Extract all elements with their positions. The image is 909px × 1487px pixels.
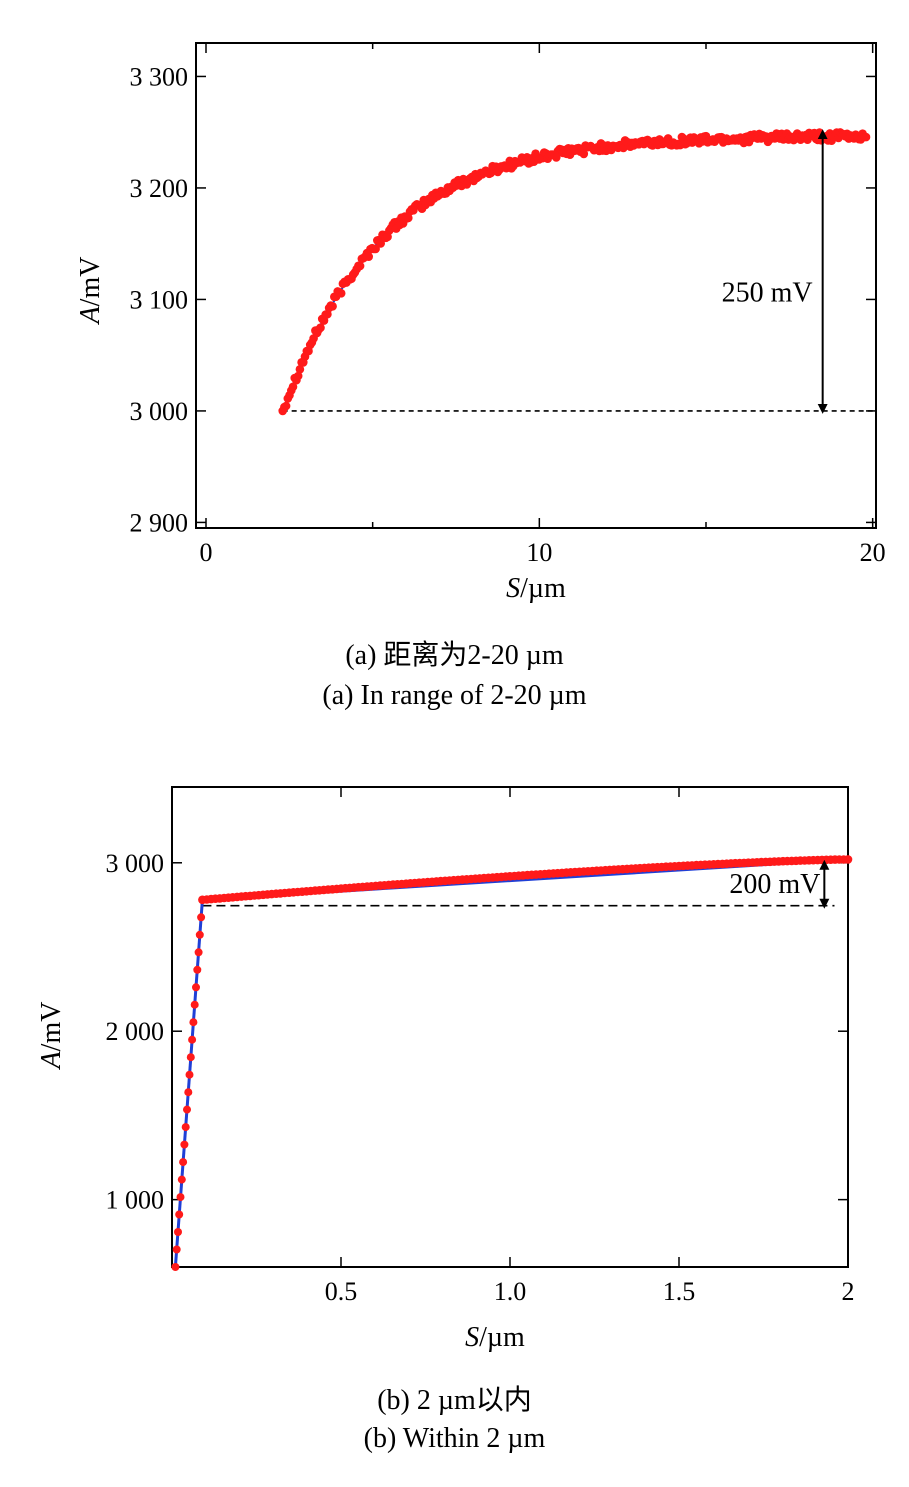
data-point (179, 1158, 188, 1167)
caption-b-chinese: (b) 2 µm以内 (377, 1385, 532, 1416)
data-point (190, 1000, 199, 1009)
x-tick-label-a-1: 10 (526, 538, 552, 567)
x-tick-label-b-3: 2 (842, 1277, 855, 1306)
data-point (197, 913, 206, 922)
y-tick-label-b-1: 2 000 (106, 1017, 165, 1046)
data-point (183, 1105, 191, 1114)
fit-line-a (281, 135, 866, 412)
data-point (355, 261, 365, 271)
data-points-b (171, 855, 853, 1271)
x-tick-label-b-2: 1.5 (663, 1277, 696, 1306)
data-point (861, 132, 871, 142)
chart-a: 0 10 20 2 900 3 000 3 100 3 200 3 300 250 mV S/… (75, 42, 886, 604)
data-point (316, 323, 325, 333)
annotation-label-b: 200 mV (729, 869, 820, 900)
data-point (185, 1070, 194, 1079)
data-point (171, 1263, 180, 1271)
y-tick-label-a-0: 2 900 (130, 508, 189, 537)
data-point (281, 401, 291, 411)
plot-frame-a (195, 42, 877, 529)
x-tick-label-a-0: 0 (200, 538, 213, 567)
annotation-label-a: 250 mV (722, 278, 813, 309)
data-point (288, 382, 298, 392)
data-point (336, 289, 346, 298)
data-point (552, 153, 561, 162)
data-point (843, 855, 853, 864)
x-axis-label-a: S/µm (506, 573, 566, 604)
data-point (177, 1175, 186, 1184)
data-point (195, 930, 204, 939)
caption-b-english: (b) Within 2 µm (363, 1423, 546, 1454)
data-point (181, 1123, 190, 1132)
data-point (579, 149, 589, 159)
data-point (175, 1210, 184, 1219)
data-point (364, 252, 374, 261)
fit-line-b-0 (173, 899, 204, 1268)
y-axis-label-b: A/mV (36, 1002, 67, 1071)
x-tick-label-b-1: 1.0 (494, 1277, 527, 1306)
data-point (188, 1035, 197, 1044)
x-axis-label-b: S/µm (465, 1322, 525, 1353)
data-point (186, 1053, 195, 1062)
tick-group-b: 0.5 1.0 1.5 2 1 000 2 000 3 000 (106, 787, 855, 1306)
data-point (295, 365, 305, 374)
data-point (376, 239, 386, 248)
data-point (184, 1088, 193, 1097)
caption-a-english: (a) In range of 2-20 µm (322, 680, 587, 711)
data-point (174, 1228, 182, 1236)
y-tick-label-b-2: 3 000 (106, 849, 165, 878)
data-point (404, 213, 413, 223)
data-point (176, 1193, 185, 1202)
y-tick-label-a-2: 3 100 (130, 285, 189, 314)
data-point (193, 965, 202, 974)
chart-b: 0.5 1.0 1.5 2 1 000 2 000 3 000 200 mV S/µm A/… (36, 786, 855, 1353)
data-point (371, 244, 380, 254)
data-point (189, 1018, 198, 1027)
x-tick-label-a-2: 20 (860, 538, 886, 567)
y-axis-label-a: A/mV (75, 257, 106, 326)
data-point (192, 983, 200, 992)
data-point (180, 1140, 189, 1149)
data-point (293, 371, 303, 381)
tick-group-a: 0 10 20 2 900 3 000 3 100 3 200 3 300 (130, 43, 886, 567)
data-points-a (278, 128, 871, 416)
y-tick-label-a-3: 3 200 (130, 174, 189, 203)
data-point (194, 948, 203, 957)
y-tick-label-b-0: 1 000 (106, 1186, 165, 1215)
data-point (172, 1245, 181, 1254)
x-tick-label-b-0: 0.5 (325, 1277, 358, 1306)
data-point (328, 302, 337, 311)
y-tick-label-a-4: 3 300 (130, 62, 189, 91)
y-tick-label-a-1: 3 000 (130, 397, 189, 426)
fit-lines-b (173, 857, 849, 1268)
caption-a-chinese: (a) 距离为2-20 µm (345, 640, 564, 671)
